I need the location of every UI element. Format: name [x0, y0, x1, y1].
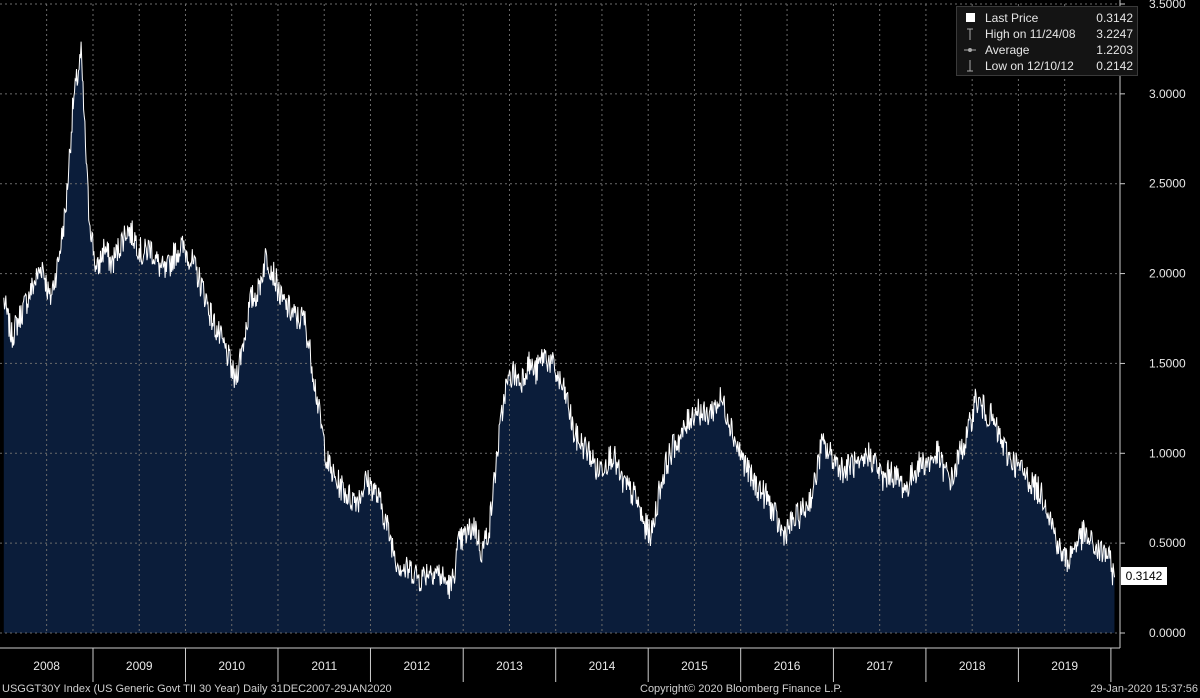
- legend-value: 0.2142: [1096, 59, 1133, 73]
- y-tick-label: 2.5000: [1149, 177, 1186, 191]
- y-tick-label: 3.5000: [1149, 0, 1186, 11]
- y-tick-label: 2.0000: [1149, 267, 1186, 281]
- average-marker-icon: [963, 43, 977, 60]
- x-tick-label: 2013: [496, 659, 523, 673]
- footer-ticker: USGGT30Y Index (US Generic Govt TII 30 Y…: [2, 683, 392, 695]
- series-line: [3, 41, 1115, 600]
- footer-timestamp: 29-Jan-2020 15:37:56: [1090, 683, 1198, 695]
- x-axis: 2008 2009 2010 2011 2012 2013 2014 2015 2016 2017…: [0, 647, 1120, 682]
- area-group: [3, 41, 1115, 634]
- legend-item-low: Low on 12/10/12 0.2142: [963, 59, 1133, 75]
- white-square-icon: [963, 11, 977, 26]
- y-tick-label: 1.0000: [1149, 446, 1186, 460]
- x-tick-label: 2014: [589, 659, 616, 673]
- legend-item-average: Average 1.2203: [963, 43, 1133, 59]
- legend: Last Price 0.3142 High on 11/24/08 3.224…: [956, 6, 1138, 76]
- x-tick-label: 2018: [959, 659, 986, 673]
- legend-label: High on 11/24/08: [985, 27, 1076, 41]
- low-marker-icon: [963, 59, 977, 76]
- x-tick-label: 2011: [311, 659, 337, 673]
- legend-label: Low on 12/10/12: [985, 59, 1074, 73]
- x-axis-band: [0, 648, 1120, 682]
- line-group: [3, 41, 1115, 600]
- y-tick-label: 0.5000: [1149, 536, 1186, 550]
- x-tick-label: 2015: [681, 659, 708, 673]
- x-tick-label: 2008: [33, 659, 60, 673]
- last-price-tag: 0.3142: [1121, 567, 1167, 585]
- series-area: [3, 41, 1115, 634]
- legend-value: 0.3142: [1096, 11, 1133, 25]
- legend-item-high: High on 11/24/08 3.2247: [963, 27, 1133, 43]
- x-tick-label: 2017: [866, 659, 893, 673]
- x-tick-label: 2009: [126, 659, 153, 673]
- high-marker-icon: [963, 27, 977, 44]
- x-tick-label: 2010: [218, 659, 245, 673]
- y-axis: 0.0000 0.5000 1.0000 1.5000 2.0000 2.5000 3.00…: [1119, 0, 1186, 648]
- x-tick-label: 2012: [403, 659, 430, 673]
- footer-copyright: Copyright© 2020 Bloomberg Finance L.P.: [640, 683, 843, 695]
- legend-label: Average: [985, 43, 1030, 57]
- legend-value: 3.2247: [1096, 27, 1133, 41]
- y-tick-label: 0.0000: [1149, 626, 1186, 640]
- x-tick-label: 2016: [774, 659, 801, 673]
- footer: USGGT30Y Index (US Generic Govt TII 30 Y…: [0, 682, 1200, 698]
- legend-item-last-price: Last Price 0.3142: [963, 11, 1133, 27]
- y-tick-label: 3.0000: [1149, 87, 1186, 101]
- x-tick-label: 2019: [1051, 659, 1078, 673]
- legend-label: Last Price: [985, 11, 1039, 25]
- grid-group: [0, 3, 1118, 634]
- legend-value: 1.2203: [1096, 43, 1133, 57]
- y-tick-label: 1.5000: [1149, 356, 1186, 370]
